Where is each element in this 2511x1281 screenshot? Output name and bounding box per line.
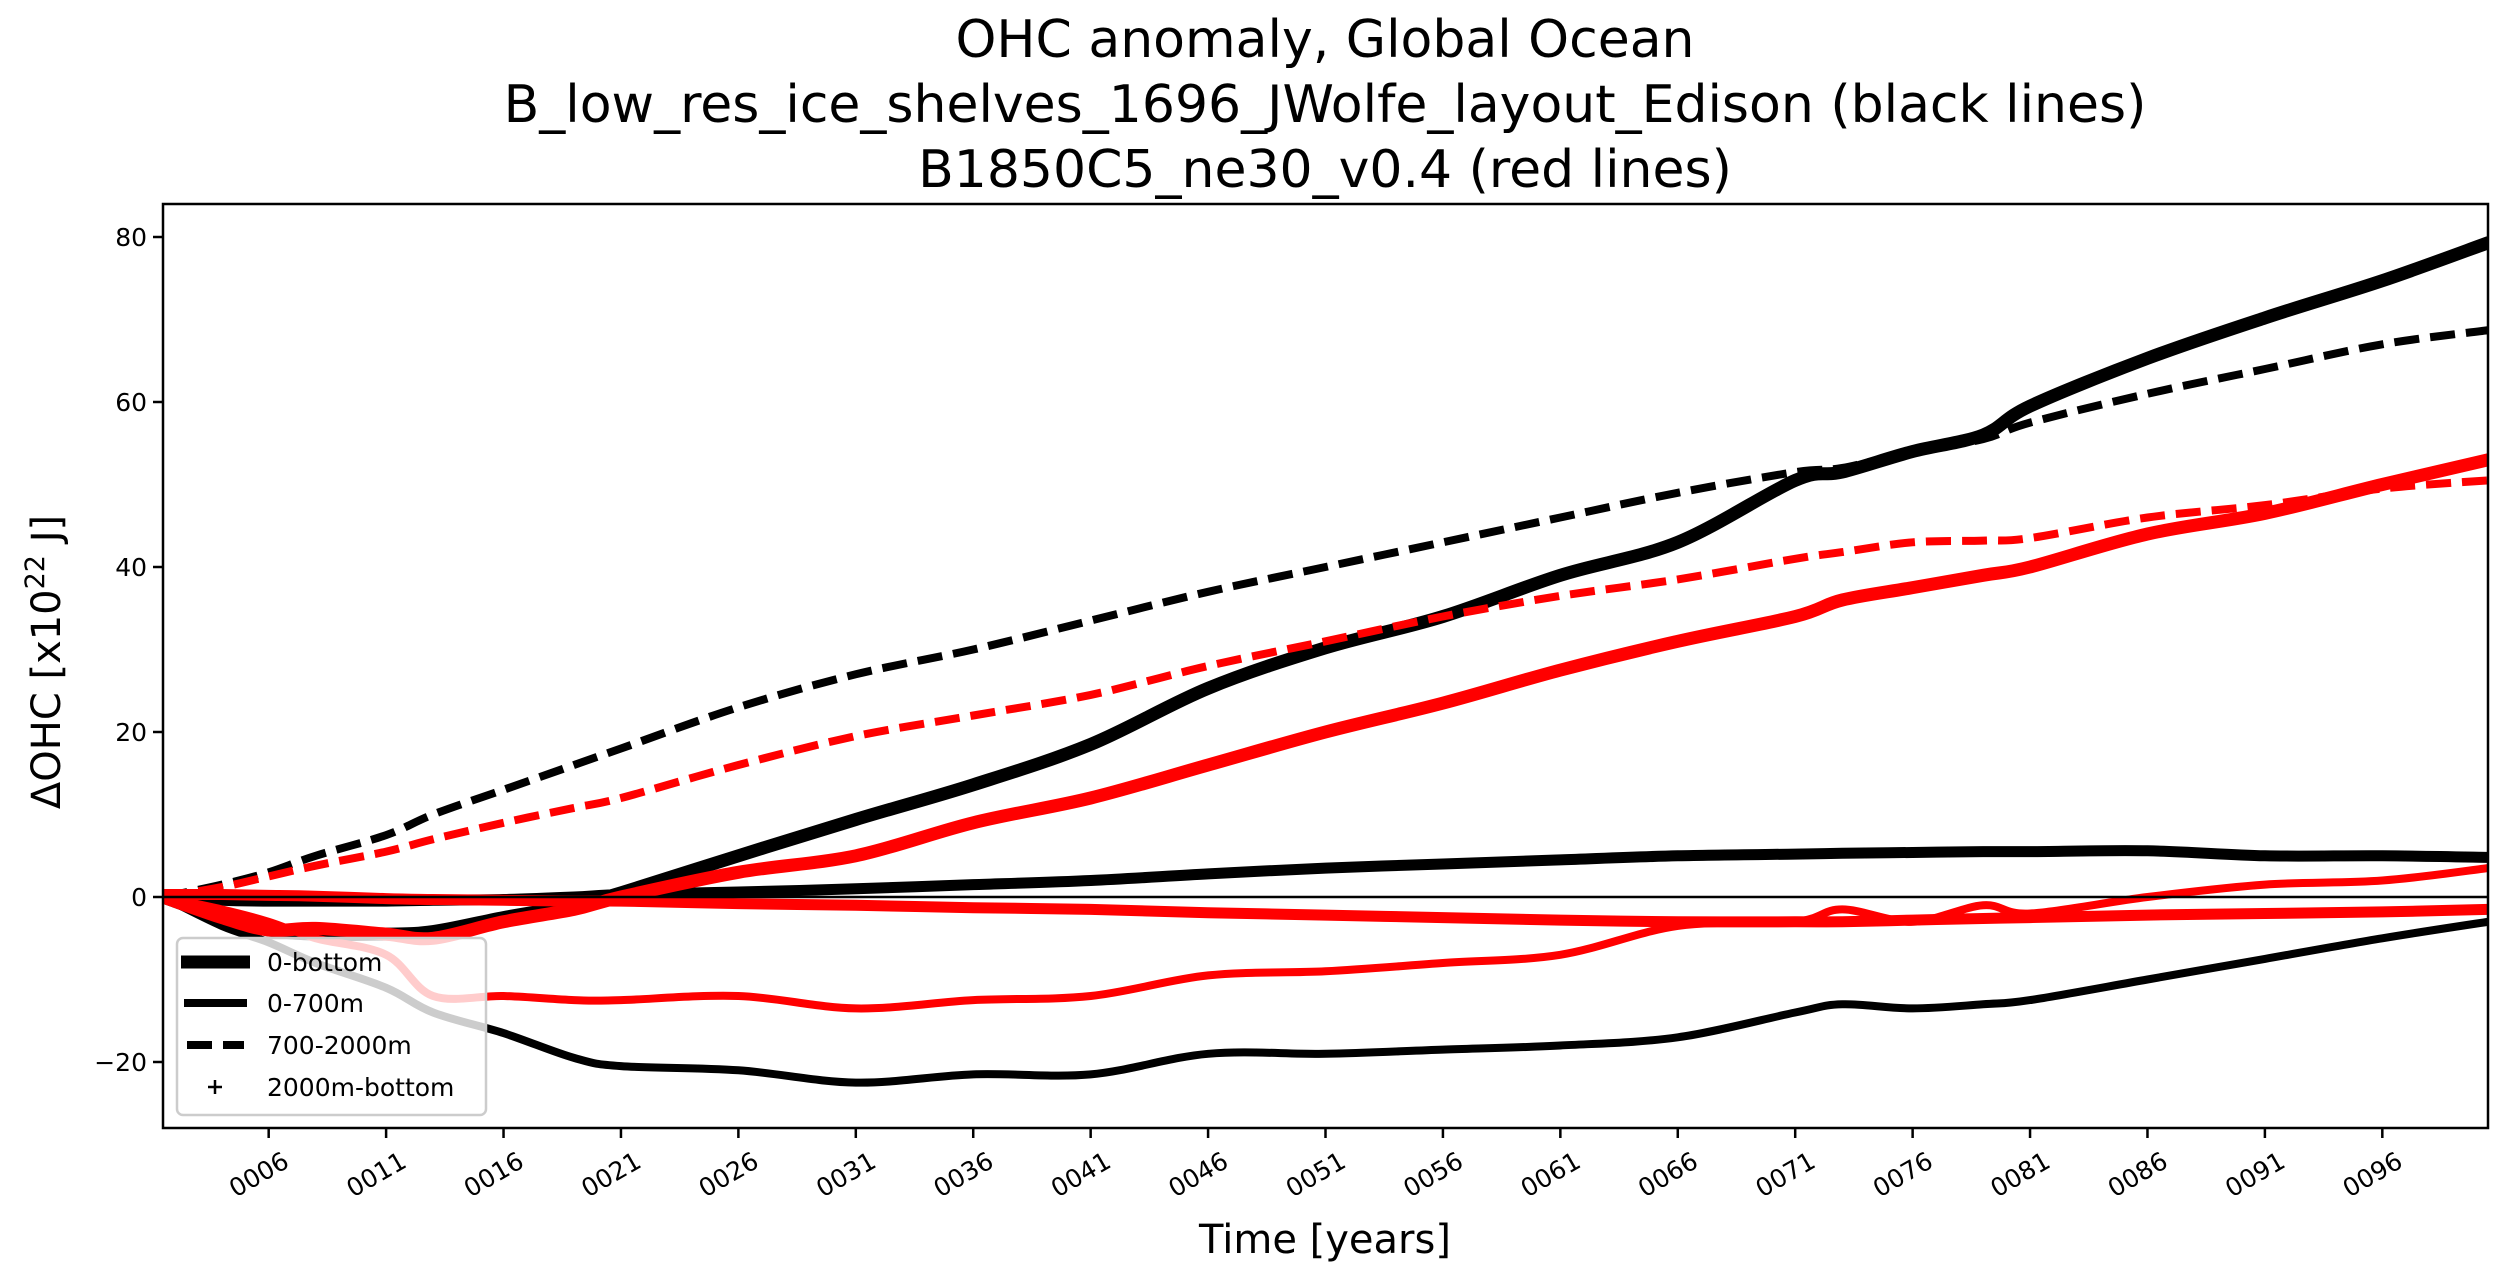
title-line-1: OHC anomaly, Global Ocean: [955, 10, 1694, 70]
y-tick-label: −20: [94, 1048, 147, 1077]
series-layer: [163, 236, 2488, 1087]
legend-frame: [175, 936, 488, 1117]
x-axis-label: Time [years]: [1198, 1217, 1451, 1263]
series-red-2000m-bottom: [163, 888, 2488, 928]
y-axis-label-exponent: 22: [20, 555, 51, 589]
legend: 0-bottom 0-700m 700-2000m 2000m-bottom: [175, 936, 488, 1117]
y-tick-label: 0: [131, 883, 147, 912]
y-tick-label: 20: [115, 718, 147, 747]
y-axis-label-unit: J]: [24, 515, 70, 555]
legend-swatch-2000m-bottom: [208, 1080, 222, 1094]
y-tick-label: 80: [115, 223, 147, 252]
y-axis: −20 0 20 40 60 80: [94, 223, 163, 1077]
y-tick-label: 60: [115, 388, 147, 417]
legend-label-0-700m: 0-700m: [267, 989, 364, 1018]
title-line-3: B1850C5_ne30_v0.4 (red lines): [918, 140, 1732, 200]
legend-label-0-bottom: 0-bottom: [267, 948, 382, 977]
y-axis-label: ΔOHC [x1022 J]: [20, 515, 70, 809]
y-axis-label-main: ΔOHC [x10: [24, 589, 70, 809]
legend-label-700-2000m: 700-2000m: [267, 1031, 412, 1060]
title-line-2: B_low_res_ice_shelves_1696_JWolfe_layout…: [504, 75, 2147, 135]
chart-title: OHC anomaly, Global Ocean B_low_res_ice_…: [504, 10, 2147, 200]
legend-label-2000m-bottom: 2000m-bottom: [267, 1073, 454, 1102]
series-red-700-2000m: [163, 476, 2488, 901]
series-black-0-bottom: [163, 236, 2488, 942]
y-tick-label: 40: [115, 553, 147, 582]
series-black-700-2000m: [163, 326, 2488, 901]
